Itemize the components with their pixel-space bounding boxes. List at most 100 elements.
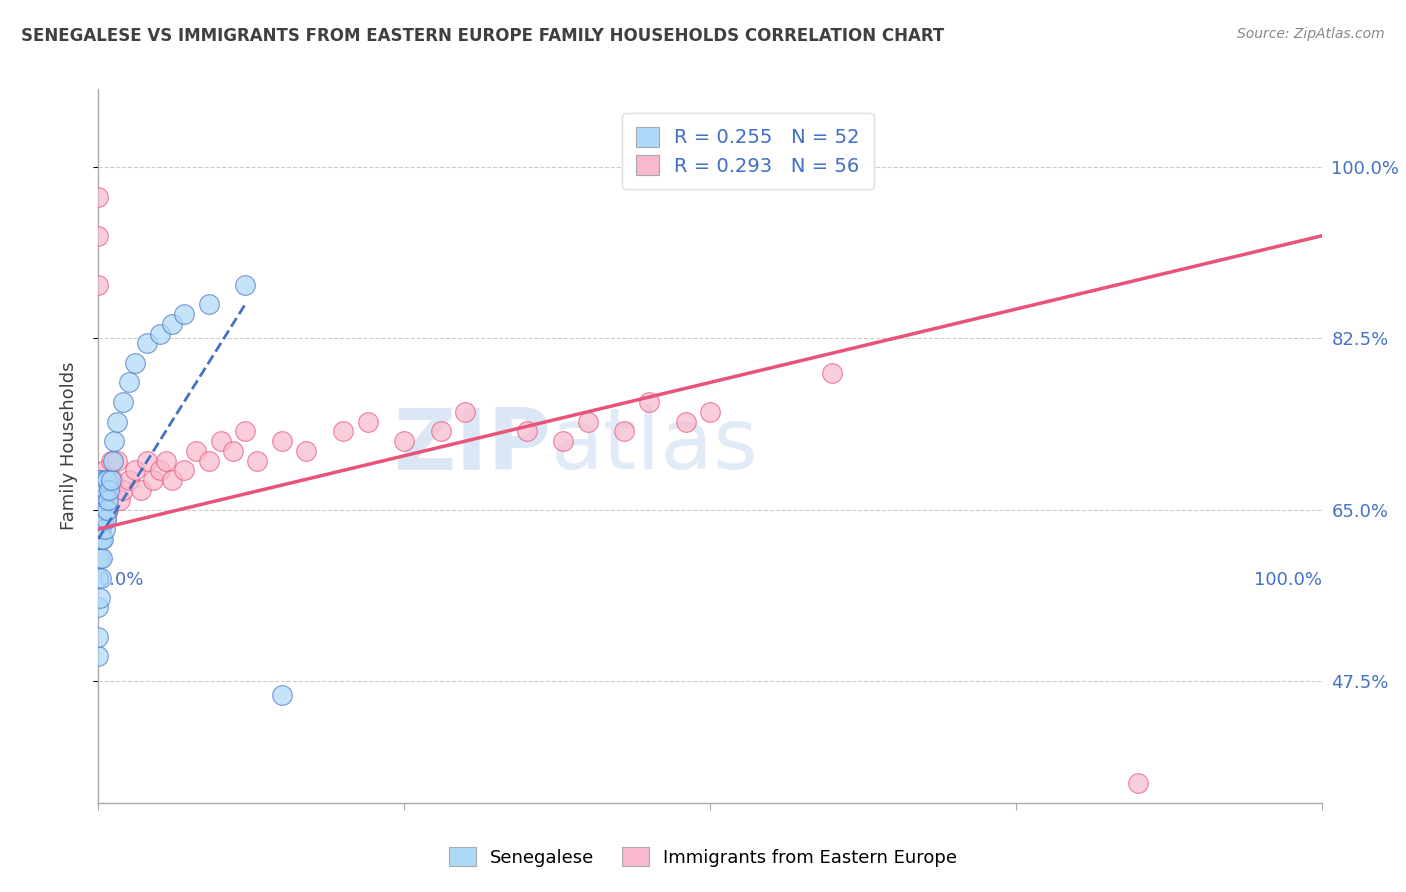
- Point: [89, 483, 111, 497]
- Point: [270, 434, 294, 449]
- Point: [105, 415, 128, 429]
- Point: [87, 571, 110, 585]
- Point: [1128, 776, 1150, 790]
- Point: [638, 395, 661, 409]
- Point: [87, 492, 110, 507]
- Point: [93, 492, 115, 507]
- Point: [233, 277, 256, 292]
- Point: [97, 492, 120, 507]
- Point: [87, 277, 110, 292]
- Point: [270, 688, 294, 702]
- Point: [101, 473, 124, 487]
- Point: [149, 326, 172, 341]
- Point: [160, 317, 183, 331]
- Point: [91, 512, 114, 526]
- Point: [87, 600, 110, 615]
- Point: [209, 434, 232, 449]
- Point: [430, 425, 453, 439]
- Point: [100, 453, 122, 467]
- Point: [91, 532, 114, 546]
- Point: [87, 551, 110, 566]
- Point: [160, 473, 183, 487]
- Point: [136, 453, 159, 467]
- Point: [90, 502, 112, 516]
- Point: [91, 551, 114, 566]
- Point: [675, 415, 697, 429]
- Point: [821, 366, 844, 380]
- Point: [87, 522, 110, 536]
- Point: [246, 453, 269, 467]
- Point: [87, 532, 110, 546]
- Point: [699, 405, 721, 419]
- Point: [149, 463, 172, 477]
- Legend: R = 0.255   N = 52, R = 0.293   N = 56: R = 0.255 N = 52, R = 0.293 N = 56: [621, 113, 873, 189]
- Point: [100, 473, 122, 487]
- Point: [100, 483, 122, 497]
- Point: [93, 463, 115, 477]
- Point: [332, 425, 354, 439]
- Point: [89, 473, 111, 487]
- Point: [356, 415, 378, 429]
- Point: [89, 492, 111, 507]
- Point: [94, 512, 117, 526]
- Legend: Senegalese, Immigrants from Eastern Europe: Senegalese, Immigrants from Eastern Euro…: [441, 840, 965, 874]
- Text: atlas: atlas: [551, 404, 759, 488]
- Point: [173, 463, 195, 477]
- Point: [105, 453, 128, 467]
- Point: [186, 443, 208, 458]
- Point: [96, 492, 118, 507]
- Point: [91, 512, 114, 526]
- Point: [90, 522, 112, 536]
- Point: [233, 425, 256, 439]
- Point: [90, 571, 112, 585]
- Point: [91, 512, 114, 526]
- Point: [97, 502, 120, 516]
- Point: [96, 502, 118, 516]
- Point: [197, 297, 219, 311]
- Point: [91, 473, 114, 487]
- Point: [93, 502, 115, 516]
- Point: [124, 356, 146, 370]
- Point: [94, 483, 117, 497]
- Point: [295, 443, 318, 458]
- Point: [111, 395, 134, 409]
- Point: [613, 425, 636, 439]
- Point: [553, 434, 575, 449]
- Point: [454, 405, 477, 419]
- Point: [89, 522, 111, 536]
- Point: [576, 415, 599, 429]
- Point: [515, 425, 537, 439]
- Point: [89, 512, 111, 526]
- Text: Source: ZipAtlas.com: Source: ZipAtlas.com: [1237, 27, 1385, 41]
- Text: 0.0%: 0.0%: [98, 571, 143, 589]
- Point: [173, 307, 195, 321]
- Point: [89, 502, 111, 516]
- Point: [89, 551, 111, 566]
- Point: [96, 473, 118, 487]
- Point: [93, 473, 115, 487]
- Point: [91, 483, 114, 497]
- Point: [197, 453, 219, 467]
- Point: [124, 463, 146, 477]
- Point: [136, 336, 159, 351]
- Point: [94, 512, 117, 526]
- Point: [89, 473, 111, 487]
- Point: [118, 473, 141, 487]
- Point: [110, 492, 132, 507]
- Point: [87, 190, 110, 204]
- Point: [87, 502, 110, 516]
- Point: [142, 473, 165, 487]
- Point: [98, 483, 121, 497]
- Point: [91, 492, 114, 507]
- Point: [87, 473, 110, 487]
- Point: [87, 649, 110, 664]
- Point: [118, 376, 141, 390]
- Text: ZIP: ZIP: [394, 404, 551, 488]
- Point: [91, 502, 114, 516]
- Text: SENEGALESE VS IMMIGRANTS FROM EASTERN EUROPE FAMILY HOUSEHOLDS CORRELATION CHART: SENEGALESE VS IMMIGRANTS FROM EASTERN EU…: [21, 27, 945, 45]
- Point: [93, 522, 115, 536]
- Point: [87, 228, 110, 243]
- Point: [90, 522, 112, 536]
- Point: [91, 492, 114, 507]
- Point: [111, 483, 134, 497]
